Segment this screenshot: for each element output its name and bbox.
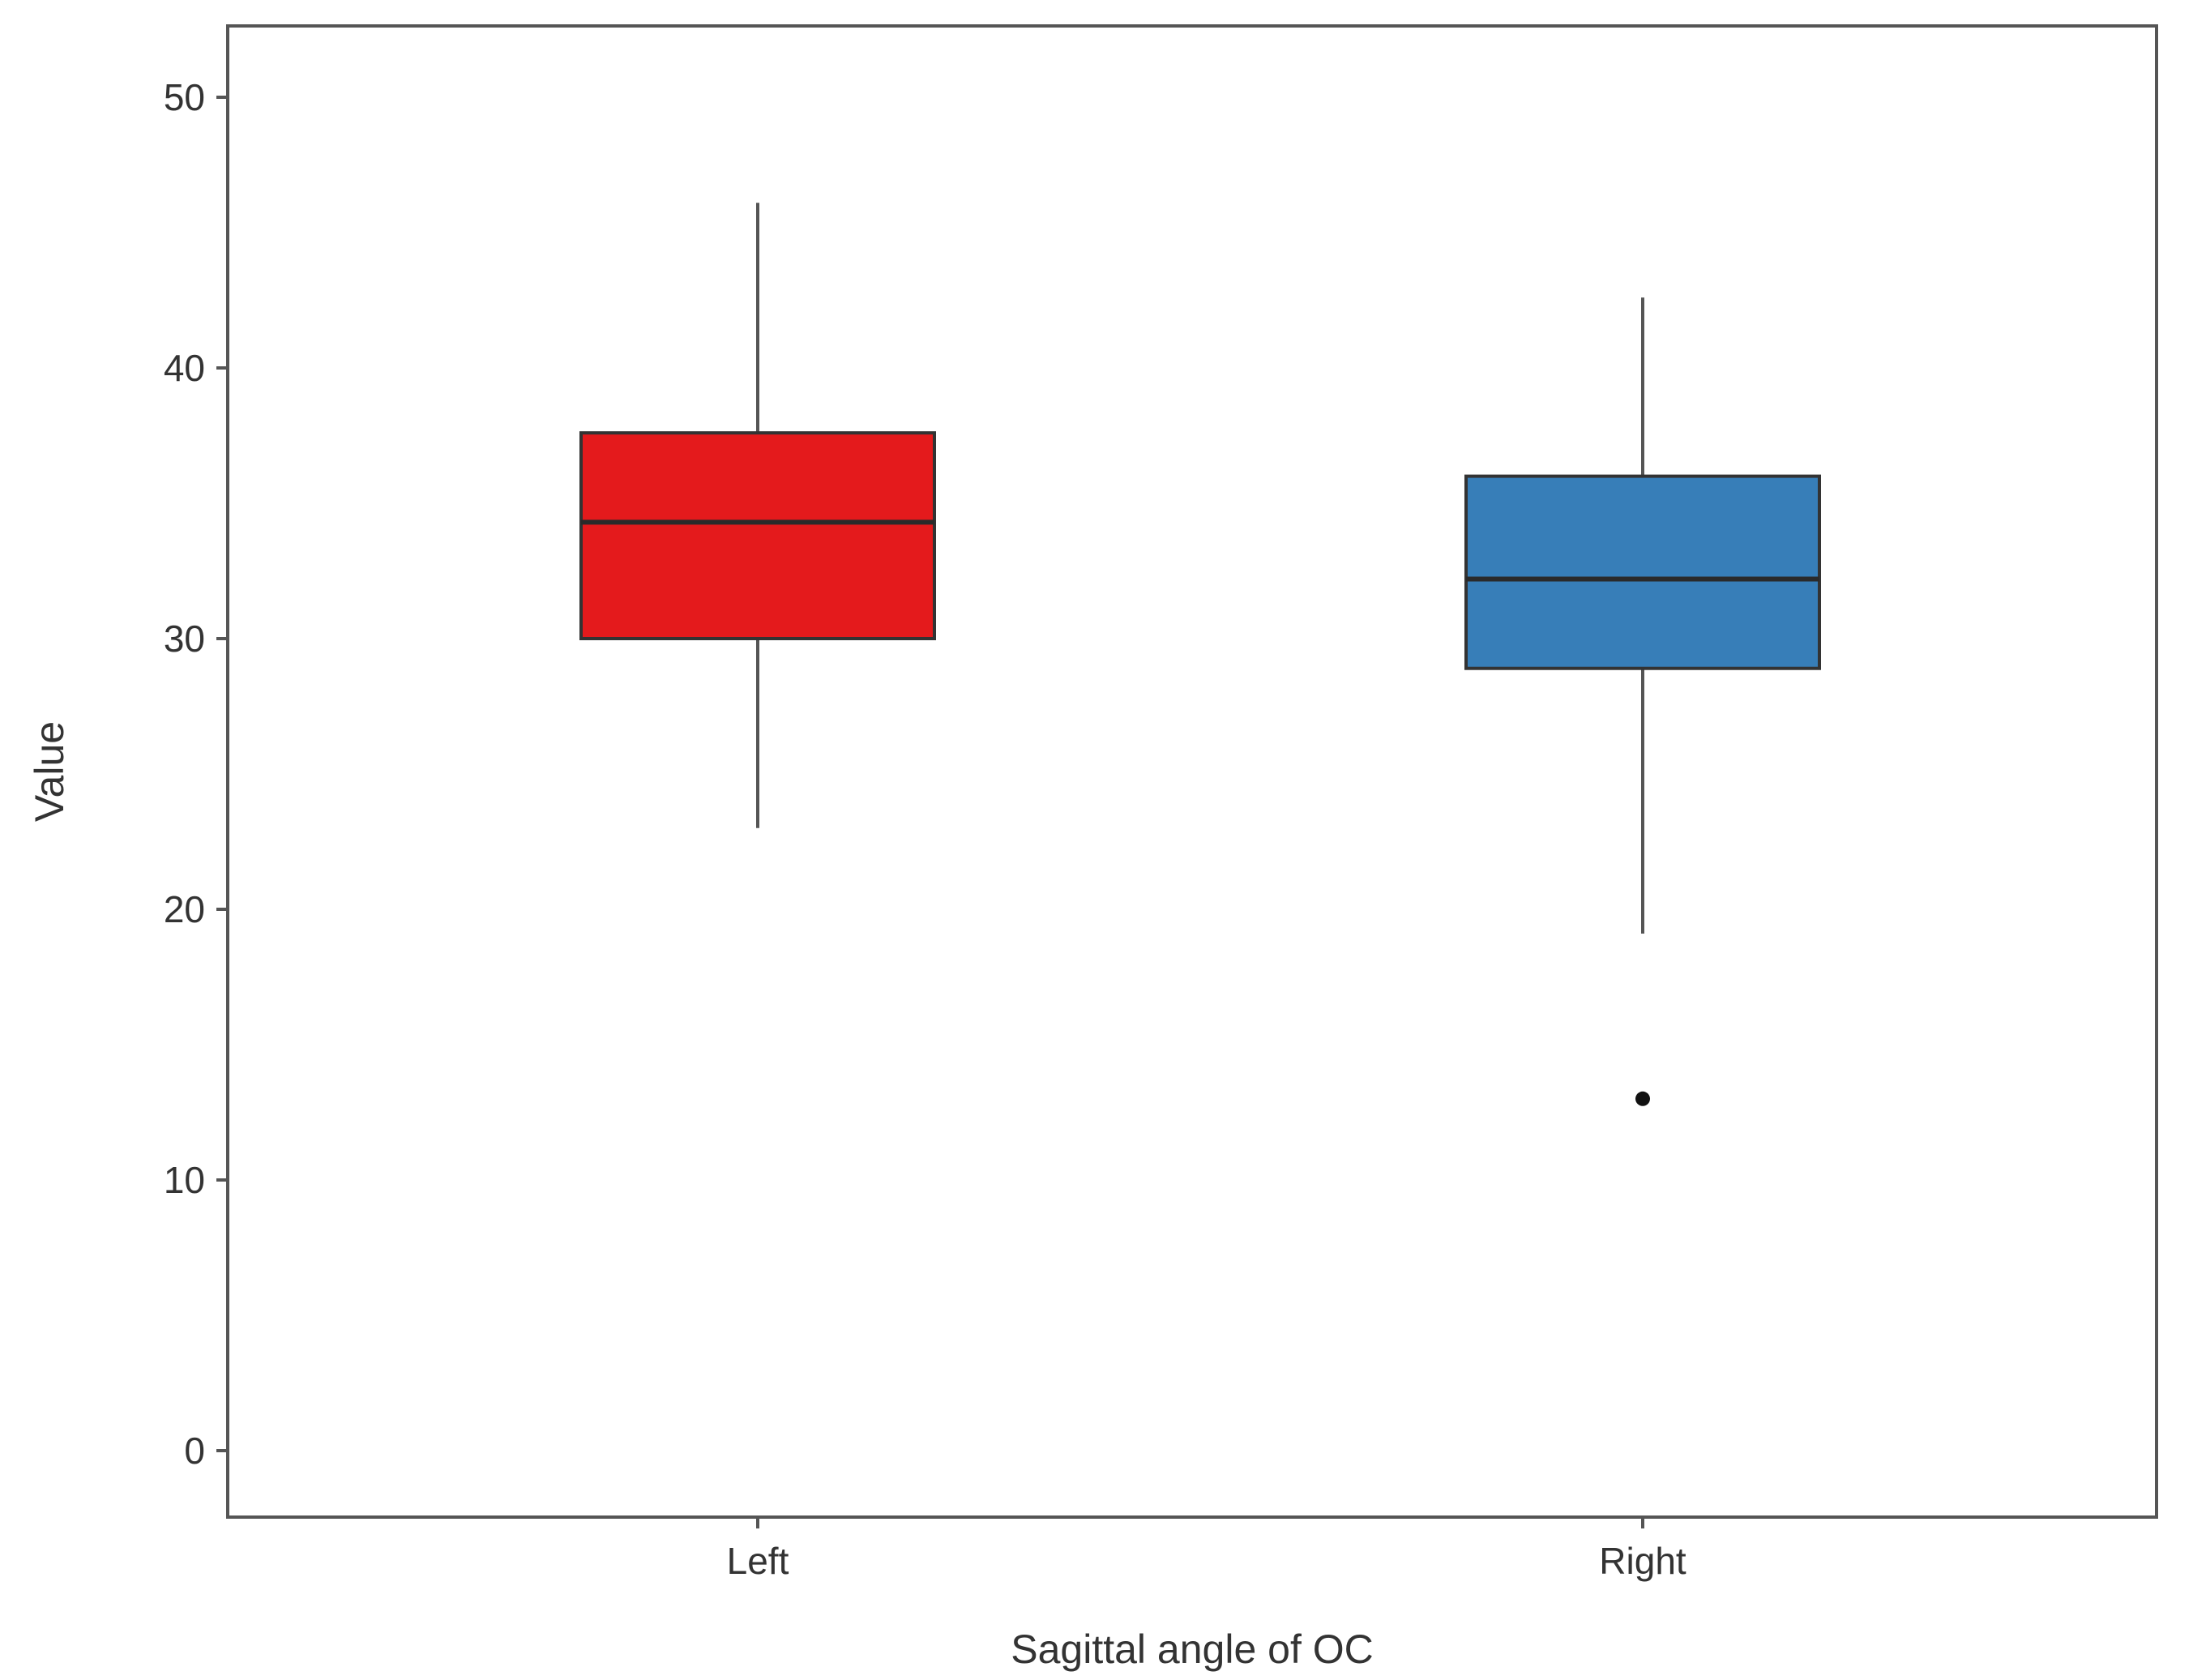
- box-right: [1464, 474, 1821, 670]
- axis-layer: 0 10 20 30 40 50 Left Right: [164, 76, 1686, 1582]
- outlier-point-right-0: [1635, 1091, 1650, 1106]
- y-tick-label-0: 0: [184, 1430, 205, 1472]
- y-tick-label-20: 20: [164, 888, 205, 930]
- plot-layer: [579, 203, 1821, 1106]
- x-tick-label-left: Left: [727, 1540, 789, 1582]
- y-axis-title: Value: [27, 721, 72, 822]
- x-tick-label-right: Right: [1599, 1540, 1686, 1582]
- box-left: [579, 431, 936, 640]
- y-tick-label-50: 50: [164, 76, 205, 118]
- y-tick-label-30: 30: [164, 618, 205, 660]
- x-axis-title: Sagittal angle of OC: [1011, 1627, 1374, 1672]
- plot-panel-border: [226, 24, 2158, 1519]
- y-tick-label-10: 10: [164, 1159, 205, 1201]
- y-tick-label-40: 40: [164, 347, 205, 389]
